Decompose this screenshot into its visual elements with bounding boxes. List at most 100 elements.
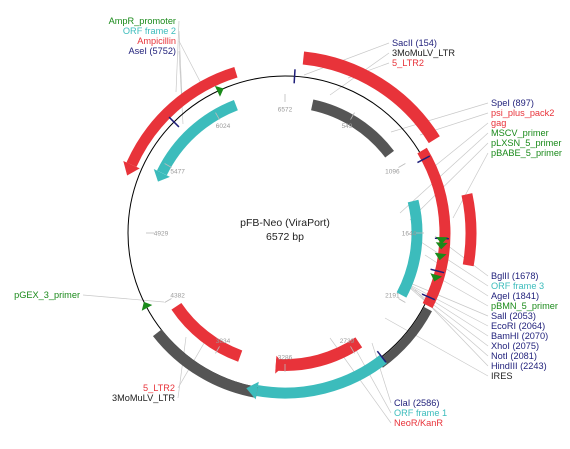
tick-label: 2739	[340, 338, 355, 345]
position-ticks: 549 1096 1644 2191 2739 3286 3834 4382 4929 5477 6…	[146, 94, 424, 372]
tick-label: 3286	[278, 355, 293, 362]
orf-frame-2-arrowhead	[153, 168, 170, 182]
leader-line	[390, 102, 489, 133]
feature-label: pBMN_5_primer	[491, 301, 558, 311]
feature-label: IRES	[491, 371, 512, 381]
leader-line	[384, 317, 489, 377]
3momulv-ltr-arc	[310, 99, 394, 158]
feature-label: pGEX_3_primer	[14, 290, 80, 300]
tick-mark	[215, 112, 220, 120]
leader-line	[82, 294, 165, 303]
neor-kanr-arrowhead	[275, 355, 285, 374]
tick-mark	[350, 346, 355, 354]
tick-label: 549	[342, 123, 353, 130]
feature-label: AseI (5752)	[129, 46, 177, 56]
tick-mark	[164, 163, 172, 168]
enzyme-cut-mcs	[421, 293, 436, 301]
enzyme-cut-spei	[417, 155, 431, 164]
feature-label: SalI (2053)	[491, 311, 536, 321]
feature-label: Ampicillin	[137, 36, 176, 46]
leader-line	[303, 42, 390, 76]
feature-label: ORF frame 2	[123, 26, 176, 36]
feature-label: MSCV_primer	[491, 128, 549, 138]
ires-arc	[377, 306, 432, 368]
tick-mark	[350, 112, 355, 120]
feature-label: BglII (1678)	[491, 271, 539, 281]
feature-label: pBABE_5_primer	[491, 148, 562, 158]
tick-mark	[398, 163, 406, 168]
feature-label: gag	[491, 118, 506, 128]
leader-line	[371, 342, 392, 404]
leader-line	[424, 254, 489, 297]
enzyme-cut-clai	[376, 350, 387, 363]
feature-label: ORF frame 3	[491, 281, 544, 291]
tick-label: 6572	[278, 107, 293, 114]
tick-label: 3834	[216, 338, 231, 345]
leader-line	[175, 20, 180, 93]
feature-label: 3MoMuLV_LTR	[112, 393, 175, 403]
tick-label: 4929	[154, 231, 169, 238]
feature-label: AgeI (1841)	[491, 291, 539, 301]
plasmid-size: 6572 bp	[266, 231, 304, 243]
tick-label: 1096	[385, 169, 400, 176]
feature-label: BamHI (2070)	[491, 331, 548, 341]
primer-pgex-3	[141, 301, 153, 311]
ampicillin-arc	[126, 67, 238, 167]
leader-line	[177, 336, 187, 399]
feature-label: 3MoMuLV_LTR	[392, 48, 455, 58]
primer-plxsn-5	[435, 242, 448, 250]
primer-mscv	[435, 236, 448, 244]
leader-line	[355, 349, 392, 414]
primer-ampr-promoter	[214, 85, 224, 97]
feature-label: SpeI (897)	[491, 98, 534, 108]
left-3momulv-ltr-arc	[152, 329, 258, 398]
leader-line	[417, 239, 489, 287]
tick-label: 6024	[216, 123, 231, 130]
feature-arcs	[123, 51, 477, 400]
feature-label: HindIII (2243)	[491, 361, 547, 371]
orf-frame-1-arrowhead	[246, 381, 259, 400]
feature-label: ORF frame 1	[394, 408, 447, 418]
enzyme-cut-sacii	[293, 69, 296, 84]
orf-frame-1-arc	[256, 354, 387, 399]
leader-line	[399, 132, 489, 214]
feature-label: XhoI (2075)	[491, 341, 539, 351]
leader-line	[409, 286, 489, 347]
orf-frame-2-arc	[156, 99, 238, 176]
feature-label: pLXSN_5_primer	[491, 138, 561, 148]
leader-line	[409, 287, 489, 357]
leader-line	[409, 142, 489, 221]
orf-frame-3-arc	[396, 199, 423, 298]
feature-label: psi_plus_pack2	[491, 108, 554, 118]
leader-line	[429, 122, 489, 171]
enzyme-cut-asei	[168, 116, 180, 128]
site-markers	[141, 69, 449, 363]
feature-label: 5_LTR2	[392, 58, 424, 68]
leader-line	[409, 282, 489, 317]
tick-mark	[398, 298, 406, 303]
leader-line	[452, 152, 489, 219]
ampicillin-arrowhead	[123, 161, 140, 176]
feature-label: SacII (154)	[392, 38, 437, 48]
tick-label: 2191	[385, 293, 400, 300]
feature-label: NotI (2081)	[491, 351, 537, 361]
left-5-ltr2-arc	[171, 302, 243, 362]
primer-pbmn-5	[430, 273, 443, 282]
tick-label: 4382	[170, 293, 185, 300]
gag-arc	[461, 193, 477, 267]
feature-label: 5_LTR2	[143, 383, 175, 393]
5-ltr2-arc	[302, 51, 440, 144]
plasmid-name: pFB-Neo (ViraPort)	[240, 217, 330, 229]
tick-label: 5477	[170, 169, 185, 176]
leader-line	[178, 50, 184, 125]
feature-label: AmpR_promoter	[109, 16, 176, 26]
feature-label: NeoR/KanR	[394, 418, 443, 428]
primer-pbabe-5	[434, 252, 447, 261]
feature-label: ClaI (2586)	[394, 398, 439, 408]
tick-mark	[164, 298, 172, 303]
leader-line	[409, 284, 489, 327]
tick-mark	[215, 346, 220, 354]
tick-label: 1644	[402, 231, 417, 238]
